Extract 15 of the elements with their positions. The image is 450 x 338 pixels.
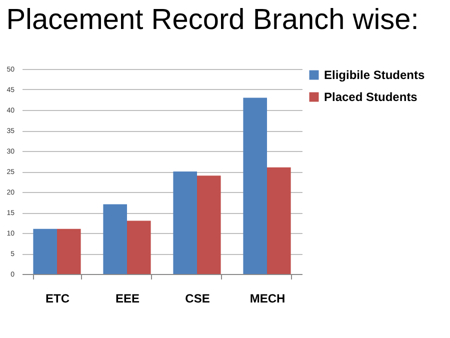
bar [103, 204, 127, 274]
bar [243, 98, 267, 274]
bar [267, 167, 291, 274]
bar [33, 228, 57, 274]
legend-label: Placed Students [324, 90, 418, 104]
x-tick-label: EEE [115, 292, 140, 306]
x-tick-label: MECH [250, 292, 286, 306]
x-tick-label: ETC [46, 292, 70, 306]
bar [173, 172, 197, 274]
legend-label: Eligibile Students [324, 68, 425, 82]
bar [57, 228, 81, 274]
bar [127, 220, 151, 274]
chart-title: Placement Record Branch wise: [6, 4, 419, 36]
x-tick-label: CSE [185, 292, 210, 306]
bar [197, 176, 221, 274]
